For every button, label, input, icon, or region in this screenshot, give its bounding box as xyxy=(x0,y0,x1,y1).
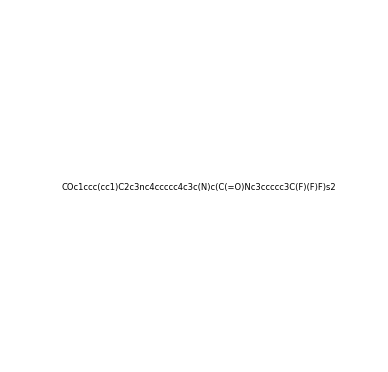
Text: COc1ccc(cc1)C2c3nc4ccccc4c3c(N)c(C(=O)Nc3ccccc3C(F)(F)F)s2: COc1ccc(cc1)C2c3nc4ccccc4c3c(N)c(C(=O)Nc… xyxy=(62,183,336,192)
